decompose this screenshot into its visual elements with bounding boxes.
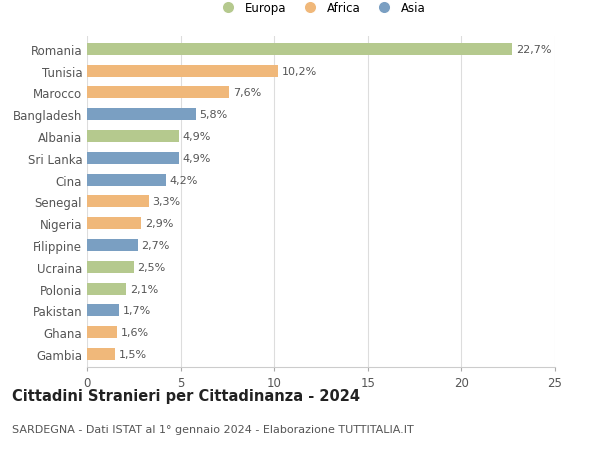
Legend: Europa, Africa, Asia: Europa, Africa, Asia <box>214 0 428 17</box>
Text: 22,7%: 22,7% <box>515 45 551 55</box>
Bar <box>87 240 137 252</box>
Bar <box>87 283 127 295</box>
Text: 7,6%: 7,6% <box>233 88 261 98</box>
Bar <box>87 261 134 273</box>
Bar <box>87 196 149 208</box>
Bar <box>87 66 278 78</box>
Bar <box>87 152 179 164</box>
Text: 2,5%: 2,5% <box>137 262 166 272</box>
Text: 2,9%: 2,9% <box>145 218 173 229</box>
Text: 2,7%: 2,7% <box>141 241 170 251</box>
Bar <box>87 326 117 338</box>
Text: 1,7%: 1,7% <box>122 306 151 316</box>
Text: 1,5%: 1,5% <box>119 349 147 359</box>
Text: SARDEGNA - Dati ISTAT al 1° gennaio 2024 - Elaborazione TUTTITALIA.IT: SARDEGNA - Dati ISTAT al 1° gennaio 2024… <box>12 425 414 435</box>
Bar <box>87 109 196 121</box>
Bar <box>87 348 115 360</box>
Bar <box>87 44 512 56</box>
Bar <box>87 174 166 186</box>
Bar <box>87 218 141 230</box>
Bar <box>87 87 229 99</box>
Text: Cittadini Stranieri per Cittadinanza - 2024: Cittadini Stranieri per Cittadinanza - 2… <box>12 388 360 403</box>
Text: 2,1%: 2,1% <box>130 284 158 294</box>
Bar <box>87 305 119 317</box>
Text: 4,2%: 4,2% <box>169 175 198 185</box>
Text: 1,6%: 1,6% <box>121 327 149 337</box>
Text: 10,2%: 10,2% <box>281 67 317 77</box>
Text: 5,8%: 5,8% <box>199 110 227 120</box>
Bar <box>87 131 179 143</box>
Text: 4,9%: 4,9% <box>182 132 211 142</box>
Text: 3,3%: 3,3% <box>152 197 181 207</box>
Text: 4,9%: 4,9% <box>182 153 211 163</box>
